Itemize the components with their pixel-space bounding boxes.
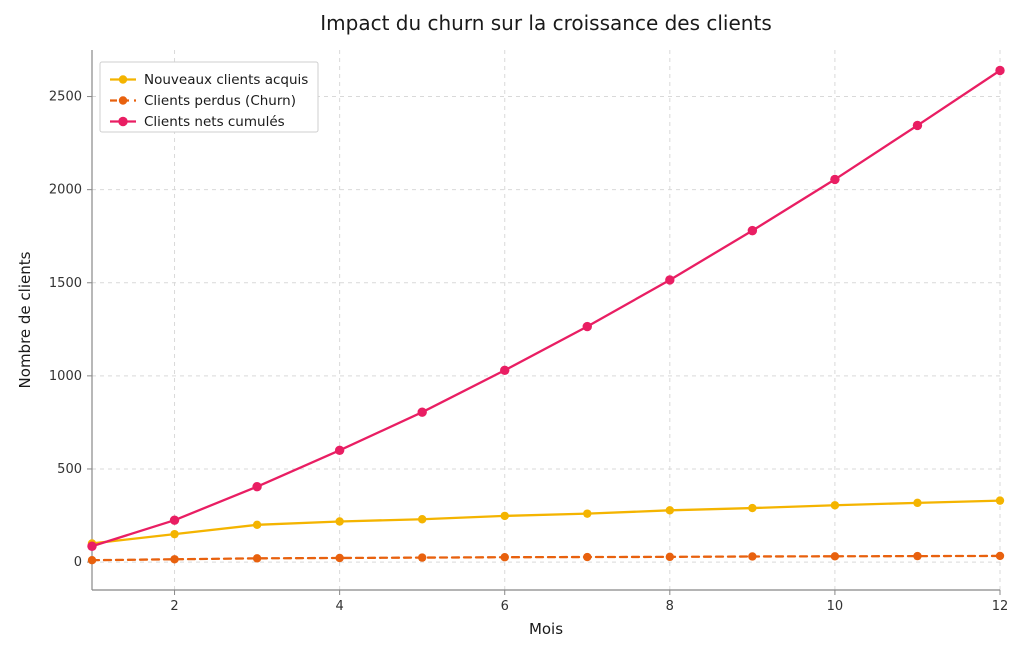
series-marker-2	[830, 175, 839, 184]
series-marker-0	[501, 512, 509, 520]
x-tick-label: 10	[827, 599, 844, 614]
y-tick-label: 1000	[49, 369, 82, 384]
y-tick-label: 2500	[49, 90, 82, 105]
series-marker-2	[87, 542, 96, 551]
series-marker-1	[583, 553, 591, 561]
y-tick-label: 500	[57, 462, 82, 477]
chart-title: Impact du churn sur la croissance des cl…	[320, 11, 771, 35]
series-marker-1	[748, 552, 756, 560]
y-tick-label: 0	[74, 555, 82, 570]
legend-swatch-marker	[119, 75, 127, 83]
series-marker-1	[913, 552, 921, 560]
series-marker-0	[335, 517, 343, 525]
series-marker-2	[913, 121, 922, 130]
x-tick-label: 2	[170, 599, 178, 614]
series-marker-1	[88, 556, 96, 564]
chart-svg: 2 4 6 8 10 12 0 500 1000 1500 2000 2500 Impact du ch…	[0, 0, 1024, 652]
series-marker-2	[335, 446, 344, 455]
series-marker-1	[170, 555, 178, 563]
legend-label: Nouveaux clients acquis	[144, 72, 308, 88]
series-marker-0	[996, 496, 1004, 504]
legend-swatch-marker	[118, 117, 127, 126]
series-marker-1	[418, 553, 426, 561]
series-marker-2	[252, 482, 261, 491]
x-axis-label: Mois	[529, 620, 563, 638]
series-marker-2	[170, 515, 179, 524]
series-marker-0	[666, 506, 674, 514]
legend-label: Clients perdus (Churn)	[144, 93, 296, 109]
series-marker-1	[831, 552, 839, 560]
series-marker-0	[583, 509, 591, 517]
series-marker-0	[748, 504, 756, 512]
legend-label: Clients nets cumulés	[144, 114, 285, 130]
series-marker-1	[996, 552, 1004, 560]
series-marker-1	[501, 553, 509, 561]
series-marker-2	[995, 66, 1004, 75]
y-axis-label: Nombre de clients	[16, 251, 34, 388]
x-tick-label: 4	[335, 599, 343, 614]
series-marker-2	[748, 226, 757, 235]
series-marker-0	[913, 499, 921, 507]
series-marker-1	[253, 554, 261, 562]
series-marker-2	[665, 275, 674, 284]
series-marker-2	[500, 366, 509, 375]
x-tick-label: 6	[501, 599, 509, 614]
chart-container: 2 4 6 8 10 12 0 500 1000 1500 2000 2500 Impact du ch…	[0, 0, 1024, 652]
y-tick-label: 2000	[49, 183, 82, 198]
y-tick-label: 1500	[49, 276, 82, 291]
series-marker-1	[666, 553, 674, 561]
x-tick-label: 8	[666, 599, 674, 614]
series-marker-0	[418, 515, 426, 523]
series-marker-2	[417, 407, 426, 416]
series-marker-0	[253, 521, 261, 529]
series-marker-2	[583, 322, 592, 331]
series-marker-1	[335, 554, 343, 562]
series-marker-0	[831, 501, 839, 509]
x-tick-label: 12	[992, 599, 1009, 614]
legend-swatch-marker	[119, 96, 127, 104]
series-marker-0	[170, 530, 178, 538]
